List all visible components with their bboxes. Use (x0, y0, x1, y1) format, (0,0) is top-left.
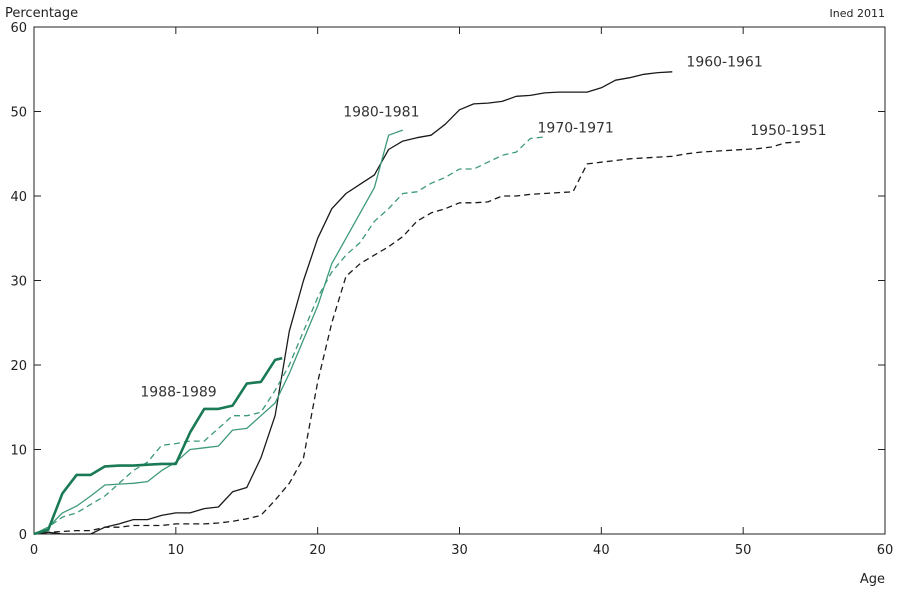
series-label-1970-1971: 1970-1971 (538, 121, 614, 137)
y-tick-label: 40 (10, 190, 27, 205)
y-tick-label: 20 (10, 359, 27, 374)
series-label-1988-1989: 1988-1989 (140, 384, 216, 400)
x-axis-title: Age (860, 572, 885, 587)
series-label-1950-1951: 1950-1951 (750, 123, 826, 139)
series-line-1980-1981 (33, 129, 404, 535)
series-line-1960-1961 (33, 71, 673, 535)
x-tick-label: 0 (30, 543, 38, 558)
y-tick-label: 30 (10, 275, 27, 290)
y-tick-label: 60 (10, 21, 27, 36)
y-axis-title: Percentage (5, 6, 78, 21)
x-tick-label: 20 (309, 543, 326, 558)
x-tick-label: 40 (593, 543, 610, 558)
x-tick-label: 50 (735, 543, 752, 558)
y-tick-label: 10 (10, 444, 27, 459)
series-line-1988-1989 (33, 356, 283, 536)
x-tick-label: 60 (877, 543, 894, 558)
credit-label: Ined 2011 (830, 7, 885, 20)
series-label-1980-1981: 1980-1981 (343, 105, 419, 121)
y-tick-label: 0 (19, 528, 27, 543)
y-tick-label: 50 (10, 106, 27, 121)
series-line-1950-1951 (33, 141, 800, 535)
series-line-1970-1971 (33, 136, 545, 535)
plot-frame (33, 26, 886, 535)
x-tick-label: 30 (451, 543, 468, 558)
x-tick-label: 10 (168, 543, 185, 558)
series-label-1960-1961: 1960-1961 (686, 55, 762, 71)
